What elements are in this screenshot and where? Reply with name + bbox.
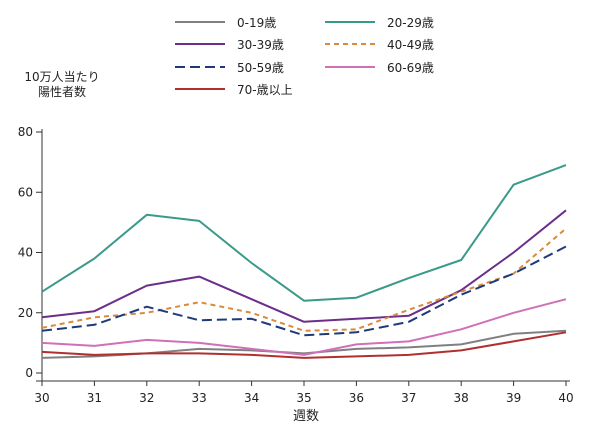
x-tick-label: 31 <box>87 391 102 405</box>
y-tick-label: 40 <box>18 246 33 260</box>
x-tick-label: 36 <box>349 391 364 405</box>
legend-label: 30-39歳 <box>237 38 284 52</box>
x-tick-label: 40 <box>558 391 573 405</box>
legend-label: 20-29歳 <box>387 16 434 30</box>
series-line-20-29歳 <box>41 164 567 302</box>
x-tick-label: 38 <box>454 391 469 405</box>
series-line-70-歳以上 <box>41 331 567 359</box>
x-axis-label: 週数 <box>293 409 319 424</box>
legend-label: 50-59歳 <box>237 61 284 75</box>
y-tick-label: 0 <box>25 366 33 380</box>
series-line-60-69歳 <box>41 298 567 356</box>
y-axis-label-line-1: 10万人当たり <box>24 70 99 84</box>
x-tick-label: 33 <box>192 391 207 405</box>
axes: 0 20 40 60 80 30 31 32 33 34 35 36 37 38 39 40 <box>18 125 574 405</box>
x-tick-label: 34 <box>244 391 259 405</box>
legend: 0-19歳 20-29歳 30-39歳 40-49歳 50-59歳 60-69歳 70-歳以… <box>175 16 434 97</box>
series-line-50-59歳 <box>41 245 567 337</box>
x-tick-label: 30 <box>34 391 49 405</box>
legend-label: 60-69歳 <box>387 61 434 75</box>
y-tick-label: 20 <box>18 306 33 320</box>
series-lines <box>41 164 567 359</box>
x-tick-label: 32 <box>139 391 154 405</box>
y-tick-label: 80 <box>18 125 33 139</box>
y-axis-label-line-2: 陽性者数 <box>38 84 86 99</box>
series-line-30-39歳 <box>41 209 567 323</box>
x-tick-label: 35 <box>296 391 311 405</box>
x-tick-label: 37 <box>401 391 416 405</box>
y-tick-label: 60 <box>18 185 33 199</box>
legend-label: 40-49歳 <box>387 38 434 52</box>
legend-label: 0-19歳 <box>237 16 276 30</box>
legend-label: 70-歳以上 <box>237 83 293 97</box>
x-tick-label: 39 <box>506 391 521 405</box>
series-line-40-49歳 <box>41 227 567 332</box>
